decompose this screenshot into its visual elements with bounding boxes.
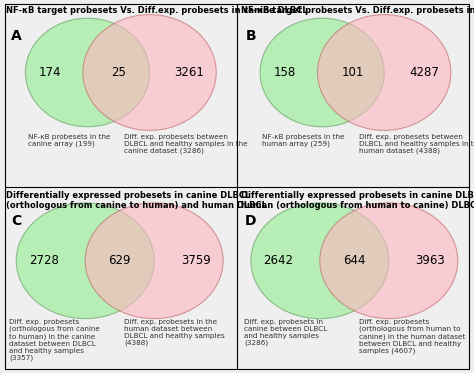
Text: NF-κB target probesets Vs. Diff.exp. probesets in canine DLBCL: NF-κB target probesets Vs. Diff.exp. pro…	[6, 6, 308, 15]
Ellipse shape	[16, 203, 154, 319]
Text: 174: 174	[39, 66, 62, 79]
Text: Differentially expressed probesets in canine DLBCL
(orthologous from canine to h: Differentially expressed probesets in ca…	[6, 191, 267, 210]
Text: 644: 644	[343, 254, 365, 267]
Text: 3261: 3261	[174, 66, 204, 79]
Ellipse shape	[318, 15, 451, 131]
Ellipse shape	[251, 203, 389, 319]
Text: Diff. exp. probesets between
DLBCL and healthy samples in the
human dataset (438: Diff. exp. probesets between DLBCL and h…	[359, 134, 474, 154]
Text: Differentially expressed probesets in canine DLBCL and
human (orthologous from h: Differentially expressed probesets in ca…	[240, 191, 474, 210]
Text: 629: 629	[109, 254, 131, 267]
Ellipse shape	[85, 203, 223, 319]
Text: 3963: 3963	[415, 254, 445, 267]
Ellipse shape	[320, 203, 458, 319]
Text: B: B	[246, 29, 256, 43]
Text: Diff. exp. probesets between
DLBCL and healthy samples in the
canine dataset (32: Diff. exp. probesets between DLBCL and h…	[124, 134, 248, 154]
Text: Diff. exp. probesets
(orthologous from human to
canine) in the human dataset
bet: Diff. exp. probesets (orthologous from h…	[359, 319, 465, 354]
Text: NF-κB probesets in the
human array (259): NF-κB probesets in the human array (259)	[262, 134, 345, 147]
Text: A: A	[11, 29, 22, 43]
Ellipse shape	[83, 15, 216, 131]
Text: D: D	[245, 214, 256, 228]
Text: NF-κB target probesets Vs. Diff.exp. probesets in human DLBCL: NF-κB target probesets Vs. Diff.exp. pro…	[240, 6, 474, 15]
Text: C: C	[11, 214, 21, 228]
Text: 4287: 4287	[409, 66, 439, 79]
Text: 2728: 2728	[29, 254, 59, 267]
Text: 2642: 2642	[264, 254, 293, 267]
Text: Diff. exp. probesets
(orthologous from canine
to human) in the canine
dataset be: Diff. exp. probesets (orthologous from c…	[9, 319, 100, 361]
Text: 101: 101	[342, 66, 365, 79]
Text: Diff. exp. probesets in the
human dataset between
DLBCL and healthy samples
(438: Diff. exp. probesets in the human datase…	[124, 319, 225, 346]
Text: 3759: 3759	[181, 254, 210, 267]
Text: 25: 25	[111, 66, 126, 79]
Text: NF-κB probesets in the
canine array (199): NF-κB probesets in the canine array (199…	[27, 134, 110, 147]
Text: 158: 158	[274, 66, 296, 79]
Ellipse shape	[260, 18, 384, 127]
Ellipse shape	[26, 18, 150, 127]
Text: Diff. exp. probesets in
canine between DLBCL
and healthy samples
(3286): Diff. exp. probesets in canine between D…	[244, 319, 327, 346]
